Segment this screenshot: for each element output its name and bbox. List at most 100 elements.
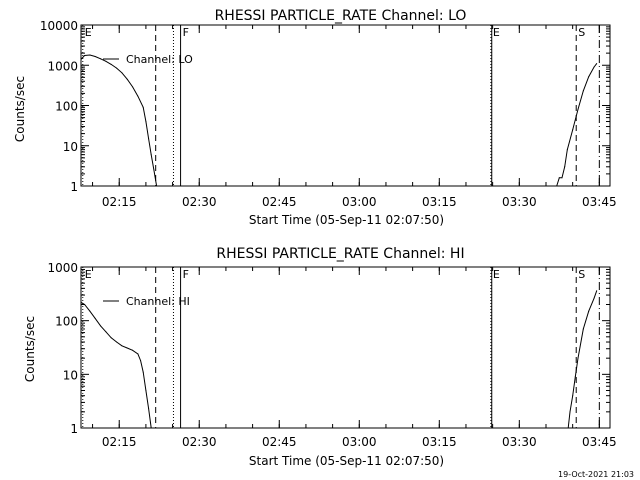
y-tick-label: 10 <box>63 368 78 382</box>
y-tick-label: 100 <box>55 315 78 329</box>
data-point <box>140 360 142 362</box>
x-tick-label: 02:45 <box>262 195 297 209</box>
data-point <box>110 337 112 339</box>
data-point <box>142 106 144 108</box>
x-axis-label: Start Time (05-Sep-11 02:07:50) <box>249 213 444 227</box>
x-tick-label: 03:30 <box>502 195 537 209</box>
data-point <box>588 310 590 312</box>
chart-title: RHESSI PARTICLE_RATE Channel: HI <box>216 246 464 262</box>
y-tick-label: 1000 <box>47 59 78 73</box>
event-marker-label: E <box>493 26 500 39</box>
data-point <box>153 169 155 171</box>
data-point <box>156 185 158 187</box>
data-point <box>566 149 568 151</box>
data-point <box>582 328 584 330</box>
data-point <box>116 67 118 69</box>
footer-timestamp: 19-Oct-2021 21:03 <box>558 470 634 479</box>
series-line <box>80 301 152 429</box>
x-tick-label: 03:00 <box>342 435 377 449</box>
y-tick-label: 10000 <box>40 19 78 33</box>
x-tick-label: 02:45 <box>262 435 297 449</box>
data-point <box>582 90 584 92</box>
data-point <box>105 331 107 333</box>
data-point <box>569 411 571 413</box>
data-point <box>100 325 102 327</box>
data-point <box>80 58 82 60</box>
x-tick-label: 03:45 <box>582 195 617 209</box>
data-point <box>145 121 147 122</box>
data-point <box>121 72 123 74</box>
event-marker-label: F <box>183 268 189 281</box>
data-point <box>148 408 150 410</box>
x-tick-label: 02:30 <box>182 195 217 209</box>
y-tick-label: 100 <box>55 100 78 114</box>
event-marker-label: S <box>578 26 585 39</box>
data-point <box>142 371 144 373</box>
x-tick-label: 02:30 <box>182 435 217 449</box>
x-tick-label: 03:30 <box>502 435 537 449</box>
data-point <box>577 357 579 359</box>
event-marker-label: E <box>493 268 500 281</box>
data-point <box>150 154 152 156</box>
data-point <box>572 129 574 131</box>
data-point <box>558 177 560 179</box>
data-point <box>116 341 118 343</box>
data-point <box>137 353 139 355</box>
data-point <box>596 63 598 65</box>
data-point <box>564 166 566 168</box>
data-point <box>572 395 574 397</box>
data-point <box>132 349 134 351</box>
data-point <box>84 304 86 305</box>
x-tick-label: 02:15 <box>102 435 137 449</box>
plot-frame <box>80 24 611 187</box>
chart-title: RHESSI PARTICLE_RATE Channel: LO <box>215 8 467 24</box>
data-point <box>567 427 569 429</box>
data-point <box>145 390 147 391</box>
chart-panel-lo: RHESSI PARTICLE_RATE Channel: LO 1 10 100 10… <box>13 8 617 227</box>
event-marker-label: S <box>578 268 585 281</box>
data-point <box>80 301 82 303</box>
x-tick-label: 02:15 <box>102 195 137 209</box>
data-point <box>593 297 595 299</box>
data-point <box>150 427 152 429</box>
x-tick-label: 03:15 <box>422 435 457 449</box>
data-point <box>148 138 150 140</box>
data-point <box>89 310 91 312</box>
series-line <box>567 290 598 429</box>
y-tick-label: 1 <box>70 422 78 436</box>
data-point <box>588 76 590 78</box>
data-point <box>137 95 139 97</box>
series-line <box>80 54 158 187</box>
plot-frame <box>80 266 611 429</box>
x-axis-label: Start Time (05-Sep-11 02:07:50) <box>249 454 444 468</box>
legend-label: Channel: LO <box>126 53 193 66</box>
y-axis-label: Counts/sec <box>23 316 37 382</box>
data-point <box>94 56 96 57</box>
y-tick-label: 1000 <box>47 261 78 275</box>
data-point <box>577 108 579 110</box>
event-marker-label: E <box>85 268 92 281</box>
event-marker-label: E <box>85 26 92 39</box>
data-point <box>121 345 123 347</box>
data-point <box>89 54 91 56</box>
data-point <box>561 177 563 179</box>
data-point <box>593 66 595 68</box>
data-point <box>596 290 598 292</box>
chart-panel-hi: RHESSI PARTICLE_RATE Channel: HI 1 10 100 10… <box>23 246 617 468</box>
x-tick-label: 03:45 <box>582 435 617 449</box>
y-tick-label: 1 <box>70 180 78 194</box>
data-point <box>100 58 102 60</box>
y-tick-label: 10 <box>63 140 78 154</box>
data-point <box>126 78 128 80</box>
data-point <box>126 347 128 349</box>
data-point <box>94 317 96 319</box>
legend-label: Channel: HI <box>126 295 190 308</box>
event-marker-label: F <box>183 26 189 39</box>
data-point <box>132 86 134 88</box>
data-point <box>574 376 576 378</box>
x-tick-label: 03:15 <box>422 195 457 209</box>
x-tick-label: 03:00 <box>342 195 377 209</box>
data-point <box>556 185 558 187</box>
y-axis-label: Counts/sec <box>13 76 27 142</box>
